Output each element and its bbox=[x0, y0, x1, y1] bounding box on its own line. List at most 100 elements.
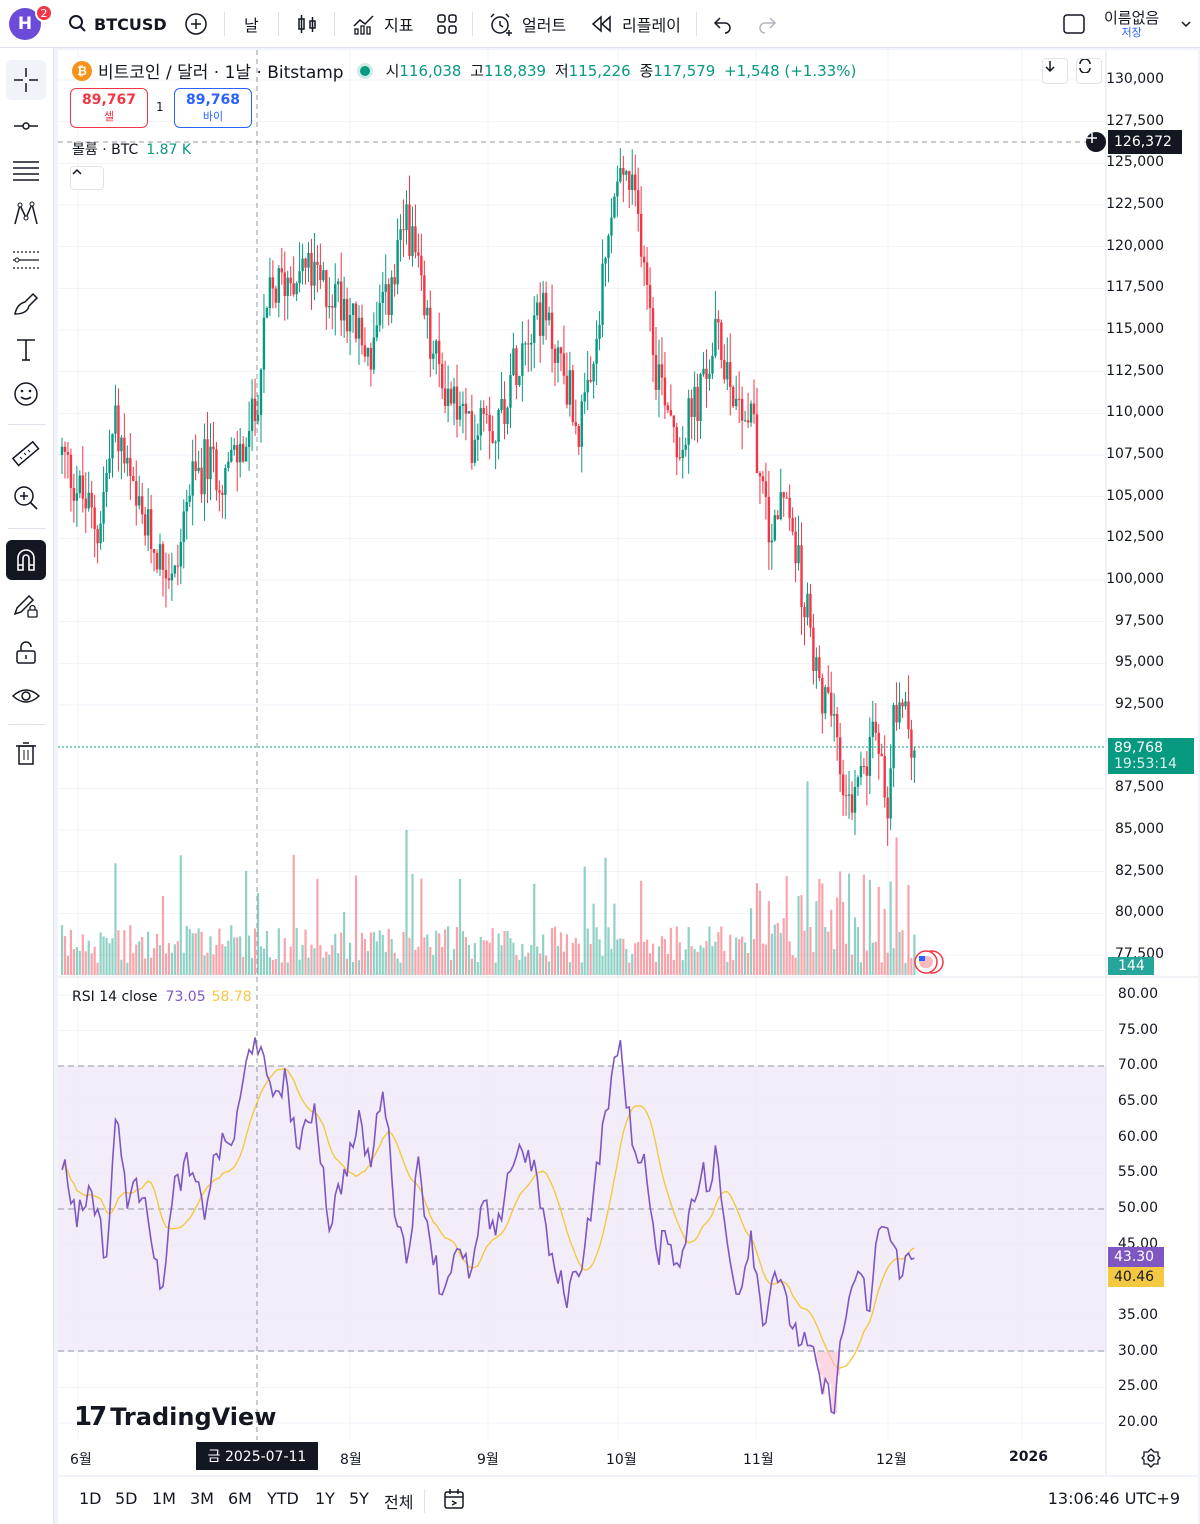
rsi-legend[interactable]: RSI 14 close 73.05 58.78 bbox=[72, 989, 252, 1005]
volume-bar bbox=[185, 925, 188, 975]
redo-button[interactable] bbox=[756, 0, 778, 48]
time-axis-label: 10월 bbox=[606, 1452, 637, 1468]
lock-all-tool[interactable] bbox=[6, 632, 46, 672]
volume-bar bbox=[96, 962, 99, 975]
layout-name-button[interactable]: 이름없음 저장 bbox=[1104, 0, 1159, 48]
measure-tool[interactable] bbox=[6, 434, 46, 474]
volume-bar bbox=[304, 929, 307, 975]
candle-body bbox=[892, 705, 895, 769]
go-to-date-button[interactable] bbox=[442, 1487, 466, 1515]
volume-bar bbox=[892, 948, 895, 975]
symbol-title: 비트코인 / 달러 · 1날 · Bitstamp bbox=[98, 63, 344, 83]
volume-bar bbox=[155, 933, 159, 975]
candle-body bbox=[669, 410, 673, 416]
symbol-search-button[interactable]: BTCUSD bbox=[68, 0, 167, 48]
lock-drawing-tool[interactable] bbox=[6, 586, 46, 626]
candle-body bbox=[138, 496, 141, 506]
toolbar-divider bbox=[424, 1489, 425, 1513]
magnet-tool[interactable] bbox=[6, 540, 46, 580]
candle-body bbox=[143, 514, 147, 536]
range-button-5d[interactable]: 5D bbox=[115, 1489, 138, 1508]
candle-body bbox=[470, 411, 474, 463]
symbol-legend[interactable]: ₿ 비트코인 / 달러 · 1날 · Bitstamp 시116,038 고11… bbox=[72, 58, 860, 83]
projection-tool[interactable] bbox=[6, 240, 46, 280]
candle-body bbox=[601, 263, 604, 325]
candle-body bbox=[176, 565, 180, 567]
candle-body bbox=[901, 702, 904, 707]
candle-body bbox=[408, 204, 411, 257]
candle-body bbox=[506, 407, 509, 425]
candle-body bbox=[732, 386, 735, 407]
layout-dropdown[interactable] bbox=[1180, 0, 1192, 48]
crosshair-tool[interactable] bbox=[6, 60, 46, 100]
scroll-to-latest-button[interactable] bbox=[1042, 58, 1068, 84]
volume-bar bbox=[126, 962, 129, 975]
price-axis-label: 117,500 bbox=[1106, 279, 1164, 296]
replay-button[interactable]: 리플레이 bbox=[590, 0, 681, 48]
timezone-clock[interactable]: 13:06:46 UTC+9 bbox=[1047, 1489, 1180, 1508]
text-tool[interactable] bbox=[6, 330, 46, 370]
zoom-tool[interactable] bbox=[6, 478, 46, 518]
candle-body bbox=[298, 271, 301, 284]
sell-button[interactable]: 89,767 셀 bbox=[70, 88, 148, 128]
templates-button[interactable] bbox=[436, 0, 458, 48]
pattern-tool[interactable] bbox=[6, 194, 46, 234]
chart-type-button[interactable] bbox=[296, 0, 318, 48]
indicators-button[interactable]: 지표 bbox=[352, 0, 413, 48]
order-quantity[interactable]: 1 bbox=[156, 100, 164, 114]
range-button-1y[interactable]: 1Y bbox=[315, 1489, 335, 1508]
fib-tool[interactable] bbox=[6, 150, 46, 190]
range-button-1d[interactable]: 1D bbox=[79, 1489, 102, 1508]
candle-body bbox=[871, 721, 875, 737]
range-button-ytd[interactable]: YTD bbox=[267, 1489, 299, 1508]
add-alert-at-price-button[interactable] bbox=[1086, 132, 1106, 152]
volume-legend[interactable]: 볼륨 · BTC 1.87 K bbox=[72, 139, 191, 159]
alert-button[interactable]: 얼러트 bbox=[488, 0, 566, 48]
volume-bar bbox=[420, 878, 423, 975]
range-button-all[interactable]: 전체 bbox=[384, 1493, 414, 1512]
emoji-tool[interactable] bbox=[6, 374, 46, 414]
reset-chart-button[interactable] bbox=[1076, 58, 1102, 84]
chart-panel[interactable]: ₿ 비트코인 / 달러 · 1날 · Bitstamp 시116,038 고11… bbox=[58, 50, 1198, 1475]
candle-body bbox=[164, 569, 168, 579]
rsi-axis-label: 30.00 bbox=[1117, 1342, 1158, 1359]
toolbar-divider bbox=[8, 424, 46, 425]
volume-bar bbox=[325, 951, 328, 975]
layout-checkbox[interactable] bbox=[1062, 0, 1086, 48]
collapse-legend-button[interactable] bbox=[70, 166, 104, 190]
volume-bar bbox=[598, 939, 601, 975]
candle-body bbox=[595, 338, 598, 364]
chart-canvas[interactable] bbox=[58, 50, 1198, 1475]
hide-drawings-tool[interactable] bbox=[6, 676, 46, 716]
volume-bar bbox=[346, 958, 349, 975]
candle-body bbox=[461, 403, 465, 406]
tradingview-logo[interactable]: 17 TradingView bbox=[74, 1402, 276, 1432]
trend-line-tool[interactable] bbox=[6, 106, 46, 146]
volume-scale-value: 144 bbox=[1118, 958, 1145, 974]
remove-drawings-tool[interactable] bbox=[6, 734, 46, 774]
volume-bar bbox=[301, 945, 304, 975]
compare-symbol-button[interactable] bbox=[184, 0, 208, 48]
volume-bar bbox=[209, 936, 212, 975]
interval-button[interactable]: 날 bbox=[244, 0, 259, 48]
brush-tool[interactable] bbox=[6, 284, 46, 324]
candle-body bbox=[705, 368, 708, 379]
range-button-1m[interactable]: 1M bbox=[152, 1489, 176, 1508]
range-button-6m[interactable]: 6M bbox=[228, 1489, 252, 1508]
candle-body bbox=[230, 449, 233, 462]
volume-bar bbox=[239, 936, 242, 975]
candle-body bbox=[693, 386, 696, 417]
range-button-5y[interactable]: 5Y bbox=[349, 1489, 369, 1508]
range-button-3m[interactable]: 3M bbox=[190, 1489, 214, 1508]
candle-body bbox=[194, 461, 197, 471]
volume-bar bbox=[277, 928, 280, 975]
undo-button[interactable] bbox=[712, 0, 734, 48]
candle-body bbox=[319, 264, 322, 281]
volume-bar bbox=[289, 946, 292, 975]
candle-body bbox=[435, 340, 438, 354]
buy-button[interactable]: 89,768 바이 bbox=[174, 88, 252, 128]
last-price-tag: 89,768 19:53:14 bbox=[1108, 738, 1194, 774]
plus-circle-icon bbox=[185, 13, 207, 35]
candle-body bbox=[782, 492, 785, 498]
volume-bar bbox=[619, 938, 622, 975]
